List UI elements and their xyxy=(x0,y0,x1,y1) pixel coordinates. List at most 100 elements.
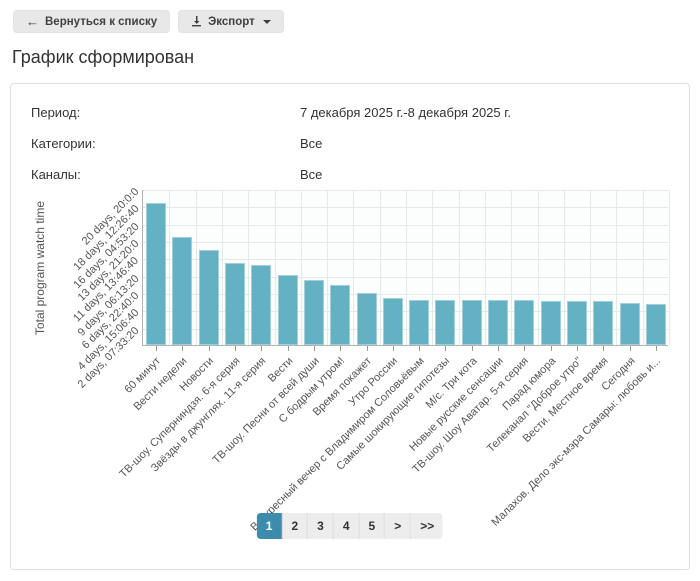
info-label: Период: xyxy=(31,105,81,120)
gridline-vertical xyxy=(538,190,539,345)
page-button->>[interactable]: >> xyxy=(411,513,444,539)
bar xyxy=(278,275,298,345)
gridline-vertical xyxy=(485,190,486,345)
bar xyxy=(225,263,245,345)
gridline-vertical xyxy=(301,190,302,345)
toolbar: ← Вернуться к списку Экспорт xyxy=(0,0,700,33)
x-tick xyxy=(603,346,604,351)
bar xyxy=(488,300,508,345)
info-label: Категории: xyxy=(31,136,96,151)
bar xyxy=(146,203,166,345)
info-value: 7 декабря 2025 г.-8 декабря 2025 г. xyxy=(300,105,512,120)
gridline-horizontal xyxy=(143,311,668,312)
gridline-vertical xyxy=(432,190,433,345)
gridline-vertical xyxy=(327,190,328,345)
bar xyxy=(435,300,455,345)
gridline-horizontal xyxy=(143,207,668,208)
page-button-5[interactable]: 5 xyxy=(359,513,386,539)
plot-area: 2 days, 07:33:20 4 days, 15:06:40 6 days, … xyxy=(71,186,670,533)
gridline-horizontal xyxy=(143,242,668,243)
x-tick xyxy=(577,346,578,351)
info-row-channels: Каналы: Все xyxy=(31,159,669,190)
gridline-vertical xyxy=(380,190,381,345)
page-button-4[interactable]: 4 xyxy=(333,513,360,539)
page-button->[interactable]: > xyxy=(385,513,412,539)
info-row-period: Период: 7 декабря 2025 г.-8 декабря 2025… xyxy=(31,97,669,128)
bar xyxy=(593,301,613,345)
gridline-vertical xyxy=(643,190,644,345)
bar xyxy=(462,300,482,345)
x-tick xyxy=(182,346,183,351)
x-tick xyxy=(261,346,262,351)
left-arrow-icon: ← xyxy=(26,14,39,29)
bar xyxy=(514,300,534,345)
gridline-vertical xyxy=(196,190,197,345)
caret-down-icon xyxy=(262,19,271,24)
page-button-3[interactable]: 3 xyxy=(308,513,334,539)
info-row-categories: Категории: Все xyxy=(31,128,669,159)
gridline-vertical xyxy=(353,190,354,345)
page-button-1[interactable]: 1 xyxy=(256,513,283,539)
info-value: Все xyxy=(300,167,323,182)
x-tick xyxy=(551,346,552,351)
gridline-vertical xyxy=(406,190,407,345)
x-tick xyxy=(393,346,394,351)
x-tick xyxy=(288,346,289,351)
page-title: График сформирован xyxy=(12,47,195,67)
info-value: Все xyxy=(300,136,323,151)
gridline-vertical xyxy=(616,190,617,345)
bar xyxy=(620,303,640,345)
x-tick xyxy=(235,346,236,351)
back-button-label: Вернуться к списку xyxy=(45,15,158,28)
page-button-2[interactable]: 2 xyxy=(282,513,309,539)
gridline-horizontal xyxy=(143,225,668,226)
info-label: Каналы: xyxy=(31,167,81,182)
gridline-vertical xyxy=(511,190,512,345)
bar xyxy=(567,301,587,345)
bar-chart: Total program watch time 2 days, 07:33:2… xyxy=(31,182,670,533)
bar xyxy=(409,300,429,345)
x-tick xyxy=(314,346,315,351)
pagination: 1 2 3 4 5 > >> xyxy=(256,513,444,539)
x-tick xyxy=(630,346,631,351)
gridline-horizontal xyxy=(143,329,668,330)
bar xyxy=(199,250,219,345)
gridline-vertical xyxy=(590,190,591,345)
x-tick xyxy=(340,346,341,351)
gridline-horizontal xyxy=(143,190,668,191)
back-button[interactable]: ← Вернуться к списку xyxy=(13,10,171,33)
x-tick xyxy=(156,346,157,351)
gridline-horizontal xyxy=(143,294,668,295)
gridline-vertical xyxy=(564,190,565,345)
bar xyxy=(357,293,377,345)
export-button[interactable]: Экспорт xyxy=(178,10,284,33)
x-tick xyxy=(209,346,210,351)
gridline-vertical xyxy=(669,190,670,345)
gridline-vertical xyxy=(275,190,276,345)
gridline-vertical xyxy=(459,190,460,345)
bar xyxy=(251,265,271,345)
x-tick xyxy=(472,346,473,351)
download-icon xyxy=(191,15,202,29)
x-tick xyxy=(367,346,368,351)
gridline-vertical xyxy=(248,190,249,345)
x-tick xyxy=(524,346,525,351)
x-tick xyxy=(498,346,499,351)
gridline-horizontal xyxy=(143,277,668,278)
x-tick xyxy=(419,346,420,351)
bar xyxy=(172,237,192,345)
gridline-vertical xyxy=(222,190,223,345)
x-tick xyxy=(656,346,657,351)
report-panel: Период: 7 декабря 2025 г.-8 декабря 2025… xyxy=(10,83,690,570)
bar xyxy=(646,304,666,345)
export-button-label: Экспорт xyxy=(208,15,255,28)
y-axis-title: Total program watch time xyxy=(33,200,47,336)
x-tick xyxy=(445,346,446,351)
gridline-horizontal xyxy=(143,259,668,260)
bar xyxy=(304,280,324,345)
gridline-vertical xyxy=(169,190,170,345)
bar xyxy=(330,285,350,345)
bar xyxy=(541,301,561,345)
bar xyxy=(383,298,403,345)
